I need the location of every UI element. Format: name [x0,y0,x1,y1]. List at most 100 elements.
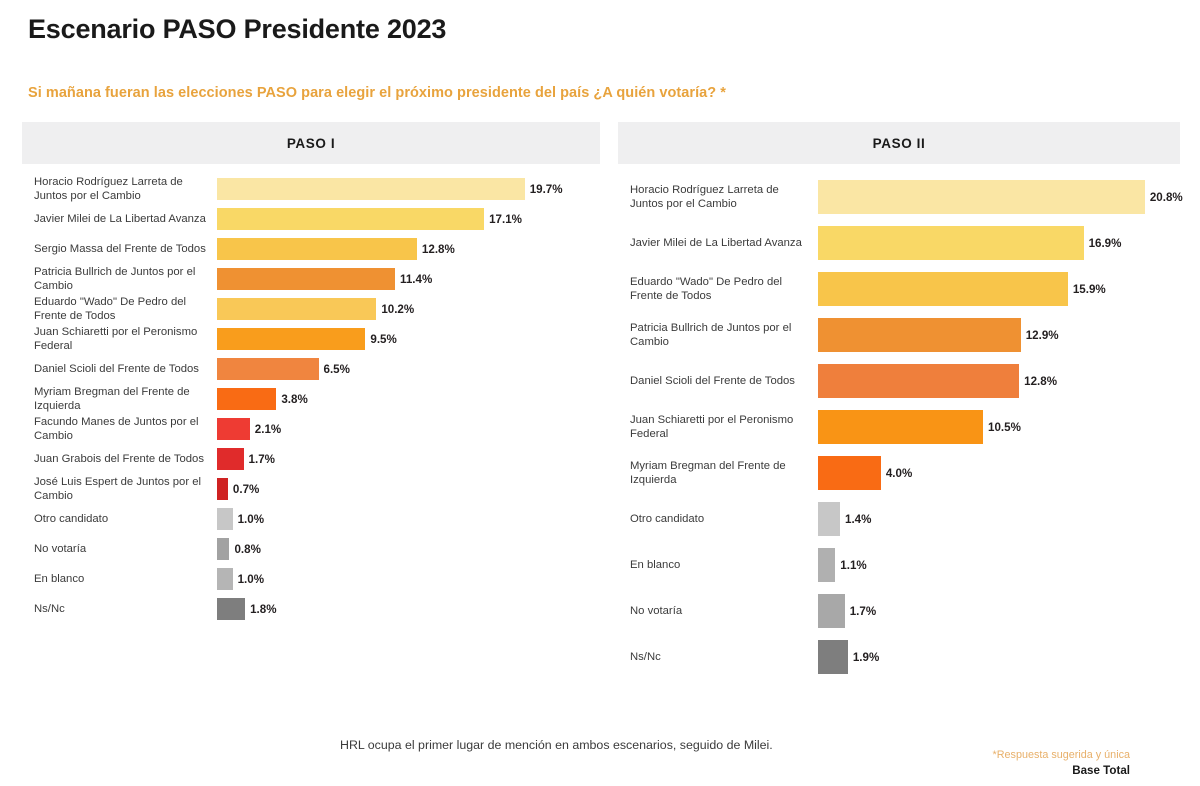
footer-notes: *Respuesta sugerida y única Base Total [993,748,1130,778]
bar [818,594,845,628]
bar-value-label: 1.8% [250,602,277,616]
bar-value-label: 1.1% [840,558,867,572]
bar [217,268,396,290]
bar-value-label: 19.7% [529,182,563,196]
bar [217,598,246,620]
bar-track: 1.7% [217,448,600,470]
bar-track: 1.0% [217,508,600,530]
chart-row: Ns/Nc 1.9% [618,634,1180,680]
bar [818,640,848,674]
bar-track: 1.8% [217,598,600,620]
chart-row: En blanco 1.0% [22,564,600,594]
bar-track: 10.2% [217,298,600,320]
bar-track: 3.8% [217,388,600,410]
bar [217,388,277,410]
chart-row: Juan Schiaretti por el Peronismo Federal… [618,404,1180,450]
bar-track: 0.8% [217,538,600,560]
bar-value-label: 11.4% [400,272,433,286]
bar-track: 10.5% [818,410,1180,444]
bar-value-label: 10.5% [988,420,1021,434]
bar-category-label: Eduardo "Wado" De Pedro del Frente de To… [630,275,783,303]
bar-category-label: Horacio Rodríguez Larreta de Juntos por … [34,175,183,203]
chart-row: Facundo Manes de Juntos por el Cambio 2.1… [22,414,600,444]
chart-row: Sergio Massa del Frente de Todos 12.8% [22,234,600,264]
bar-category-label: Ns/Nc [34,602,65,615]
bar-track: 1.7% [818,594,1180,628]
chart-row: Javier Milei de La Libertad Avanza 16.9% [618,220,1180,266]
bar [217,478,228,500]
bar-category-label: Sergio Massa del Frente de Todos [34,242,206,255]
bar-category-label: Myriam Bregman del Frente de Izquierda [630,459,786,487]
bar-category-label: Facundo Manes de Juntos por el Cambio [34,415,199,443]
bar [818,548,836,582]
bar-category-label: En blanco [630,558,681,571]
bar-category-label: Ns/Nc [630,650,661,663]
bar-value-label: 1.0% [237,512,265,526]
bar-category-label: Otro candidato [630,512,705,525]
bar-category-label: Juan Schiaretti por el Peronismo Federal [34,325,198,353]
footer-response-note: *Respuesta sugerida y única [992,749,1130,761]
bar-category-label: Myriam Bregman del Frente de Izquierda [34,385,190,413]
bar-value-label: 10.2% [381,302,415,316]
bar-category-label: Juan Schiaretti por el Peronismo Federal [630,413,794,441]
bar-track: 1.0% [217,568,600,590]
bar-value-label: 15.9% [1072,282,1106,296]
footer-base-total: Base Total [1072,764,1130,777]
bar [217,418,250,440]
chart-row: Ns/Nc 1.8% [22,594,600,624]
bar [818,318,1021,352]
bar-value-label: 20.8% [1149,190,1183,204]
bar-track: 9.5% [217,328,600,350]
chart-title-paso-i: PASO I [22,122,600,164]
footer-insight: HRL ocupa el primer lugar de mención en … [340,738,773,752]
bar-category-label: No votaría [34,542,87,555]
bar [217,178,525,200]
bar-value-label: 1.9% [852,650,880,664]
bar-track: 20.8% [818,180,1183,214]
bar [818,364,1020,398]
chart-row: Eduardo "Wado" De Pedro del Frente de To… [22,294,600,324]
chart-row: Daniel Scioli del Frente de Todos 6.5% [22,354,600,384]
bar-category-label: Horacio Rodríguez Larreta de Juntos por … [630,183,779,211]
bar-value-label: 0.7% [232,482,260,496]
chart-body-paso-i: Horacio Rodríguez Larreta de Juntos por … [22,164,600,630]
bar-value-label: 0.8% [234,542,261,556]
chart-row: Daniel Scioli del Frente de Todos 12.8% [618,358,1180,404]
chart-row: No votaría 0.8% [22,534,600,564]
bar-value-label: 2.1% [254,422,282,436]
bar-track: 4.0% [818,456,1180,490]
bar-track: 1.9% [818,640,1180,674]
bar [818,410,983,444]
bar-category-label: Javier Milei de La Libertad Avanza [630,236,802,249]
bar-value-label: 1.7% [849,604,877,618]
bar-track: 2.1% [217,418,600,440]
charts-container: PASO I Horacio Rodríguez Larreta de Junt… [0,122,1200,686]
bar-category-label: No votaría [630,604,683,617]
bar-track: 11.4% [217,268,600,290]
bar-category-label: José Luis Espert de Juntos por el Cambio [34,475,202,503]
bar-category-label: Patricia Bullrich de Juntos por el Cambi… [630,321,792,349]
bar [217,238,417,260]
bar [217,508,233,530]
bar-value-label: 17.1% [489,212,522,226]
bar-value-label: 3.8% [281,392,308,406]
chart-row: Patricia Bullrich de Juntos por el Cambi… [618,312,1180,358]
bar-category-label: Daniel Scioli del Frente de Todos [630,374,795,387]
chart-row: Javier Milei de La Libertad Avanza 17.1% [22,204,600,234]
page-subtitle: Si mañana fueran las elecciones PASO par… [28,85,726,101]
bar [217,298,377,320]
bar-track: 19.7% [217,178,600,200]
chart-row: Juan Schiaretti por el Peronismo Federal… [22,324,600,354]
chart-row: José Luis Espert de Juntos por el Cambio… [22,474,600,504]
bar-category-label: Daniel Scioli del Frente de Todos [34,362,199,375]
bar-value-label: 12.9% [1025,328,1059,342]
chart-row: Patricia Bullrich de Juntos por el Cambi… [22,264,600,294]
chart-row: Juan Grabois del Frente de Todos 1.7% [22,444,600,474]
bar-track: 17.1% [217,208,600,230]
bar-category-label: En blanco [34,572,85,585]
bar-value-label: 12.8% [1024,374,1058,388]
chart-row: Horacio Rodríguez Larreta de Juntos por … [618,174,1183,220]
bar-value-label: 9.5% [370,332,397,346]
bar [217,208,485,230]
